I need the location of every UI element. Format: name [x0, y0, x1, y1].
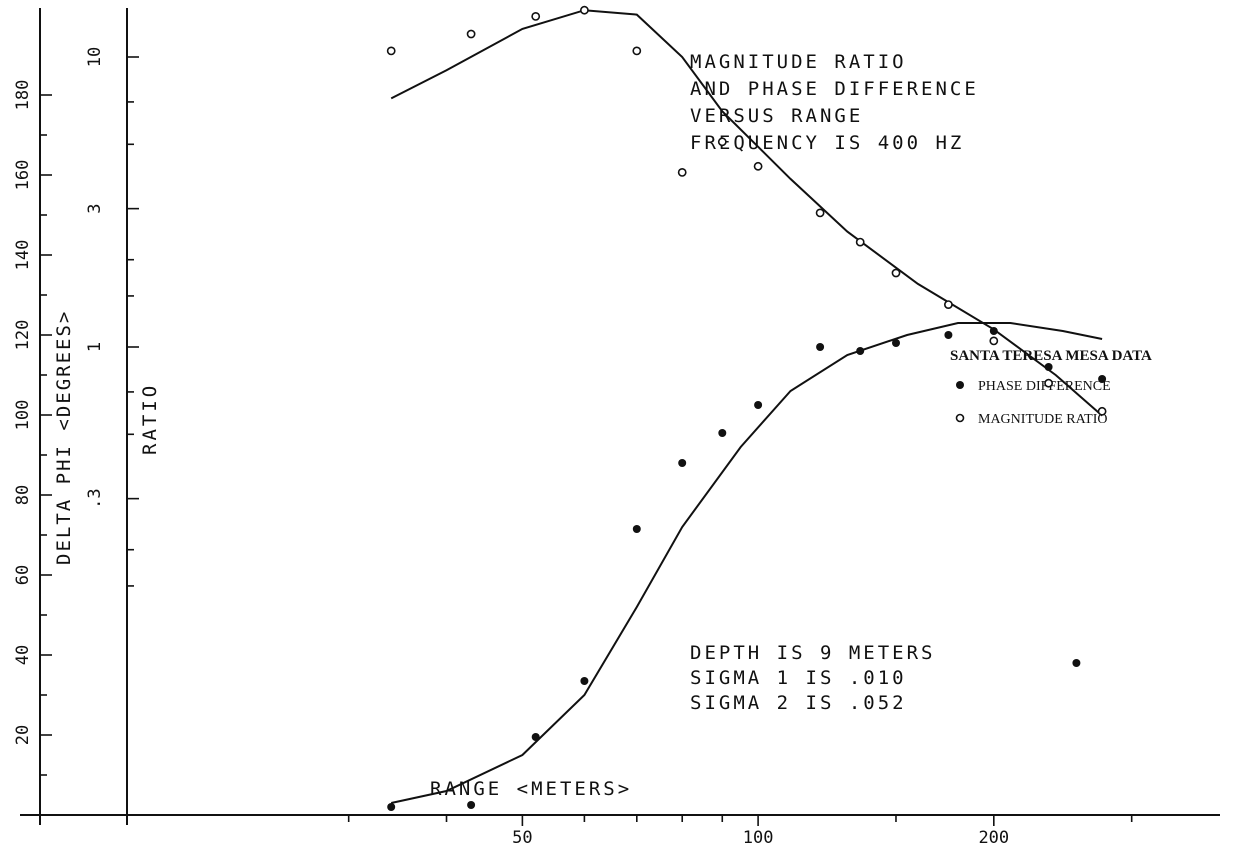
ratio-tick-label: .3	[85, 488, 105, 508]
phase-point	[892, 339, 900, 347]
phase-point	[1098, 375, 1107, 383]
phase-point	[1072, 659, 1081, 667]
phase-point	[1044, 363, 1053, 371]
title-line-1: MAGNITUDE RATIO	[690, 51, 907, 73]
ratio-point	[632, 46, 642, 56]
ratio-point	[1044, 378, 1053, 388]
x-axis-label: RANGE <METERS>	[430, 778, 632, 800]
ratio-point	[386, 46, 396, 56]
depth-annotation: DEPTH IS 9 METERS	[690, 642, 935, 664]
data-points	[386, 5, 1107, 811]
ratio-tick-label: 10	[85, 47, 105, 67]
phase-point	[718, 429, 727, 437]
legend-ratio-marker	[955, 413, 965, 423]
phase-point	[754, 401, 763, 409]
ratio-point	[944, 300, 953, 309]
ratio-point	[815, 208, 825, 218]
phase-point	[531, 733, 540, 741]
x-tick-label: 50	[512, 828, 532, 844]
ratio-point	[677, 167, 687, 177]
legend-phase-marker	[956, 381, 964, 389]
phase-tick-label: 180	[13, 80, 33, 111]
phase-tick-label: 100	[13, 400, 33, 431]
ratio-axis-label: RATIO	[139, 383, 161, 455]
phase-point	[816, 343, 825, 351]
phase-point	[467, 801, 476, 809]
phase-tick-label: 60	[13, 565, 33, 585]
sigma2-annotation: SIGMA 2 IS .052	[690, 692, 907, 714]
tick-marks	[40, 56, 1133, 826]
phase-point	[678, 459, 687, 467]
ratio-point	[753, 161, 763, 171]
phase-tick-label: 20	[13, 725, 33, 745]
ratio-point	[466, 29, 476, 39]
ratio-tick-label: 3	[85, 204, 105, 214]
phase-point	[856, 347, 865, 355]
ratio-point	[855, 237, 865, 247]
ratio-tick-label: 1	[85, 342, 105, 352]
title-line-4: FREQUENCY IS 400 HZ	[690, 132, 964, 154]
phase-tick-label: 120	[13, 320, 33, 351]
phase-axis-label: DELTA PHI <DEGREES>	[53, 310, 75, 565]
phase-tick-label: 140	[13, 240, 33, 271]
phase-fit-curve	[390, 322, 1103, 804]
phase-tick-label: 160	[13, 160, 33, 191]
ratio-point	[717, 137, 727, 147]
ratio-point	[531, 11, 541, 21]
x-tick-label: 100	[743, 828, 774, 844]
phase-point	[387, 803, 396, 811]
phase-point	[944, 331, 953, 339]
chart-title: MAGNITUDE RATIO AND PHASE DIFFERENCE VER…	[690, 51, 979, 154]
phase-point	[989, 327, 998, 335]
ratio-point	[989, 336, 999, 346]
phase-point	[580, 677, 589, 685]
phase-tick-label: 40	[13, 645, 33, 665]
legend-phase-label: PHASE DIFFERENCE	[978, 379, 1111, 394]
phase-tick-label: 80	[13, 485, 33, 505]
legend: SANTA TERESA MESA DATA PHASE DIFFERENCE …	[950, 348, 1152, 427]
ratio-point	[580, 5, 589, 15]
ratio-point	[1097, 406, 1107, 416]
ratio-point	[891, 268, 901, 278]
legend-ratio-label: MAGNITUDE RATIO	[978, 412, 1108, 427]
phase-point	[632, 525, 641, 533]
x-tick-label: 200	[978, 828, 1009, 844]
legend-title: SANTA TERESA MESA DATA	[950, 348, 1152, 364]
title-line-2: AND PHASE DIFFERENCE	[690, 78, 979, 100]
title-line-3: VERSUS RANGE	[690, 105, 863, 127]
sigma1-annotation: SIGMA 1 IS .010	[690, 667, 907, 689]
annotation-block: DEPTH IS 9 METERS SIGMA 1 IS .010 SIGMA …	[690, 642, 935, 714]
